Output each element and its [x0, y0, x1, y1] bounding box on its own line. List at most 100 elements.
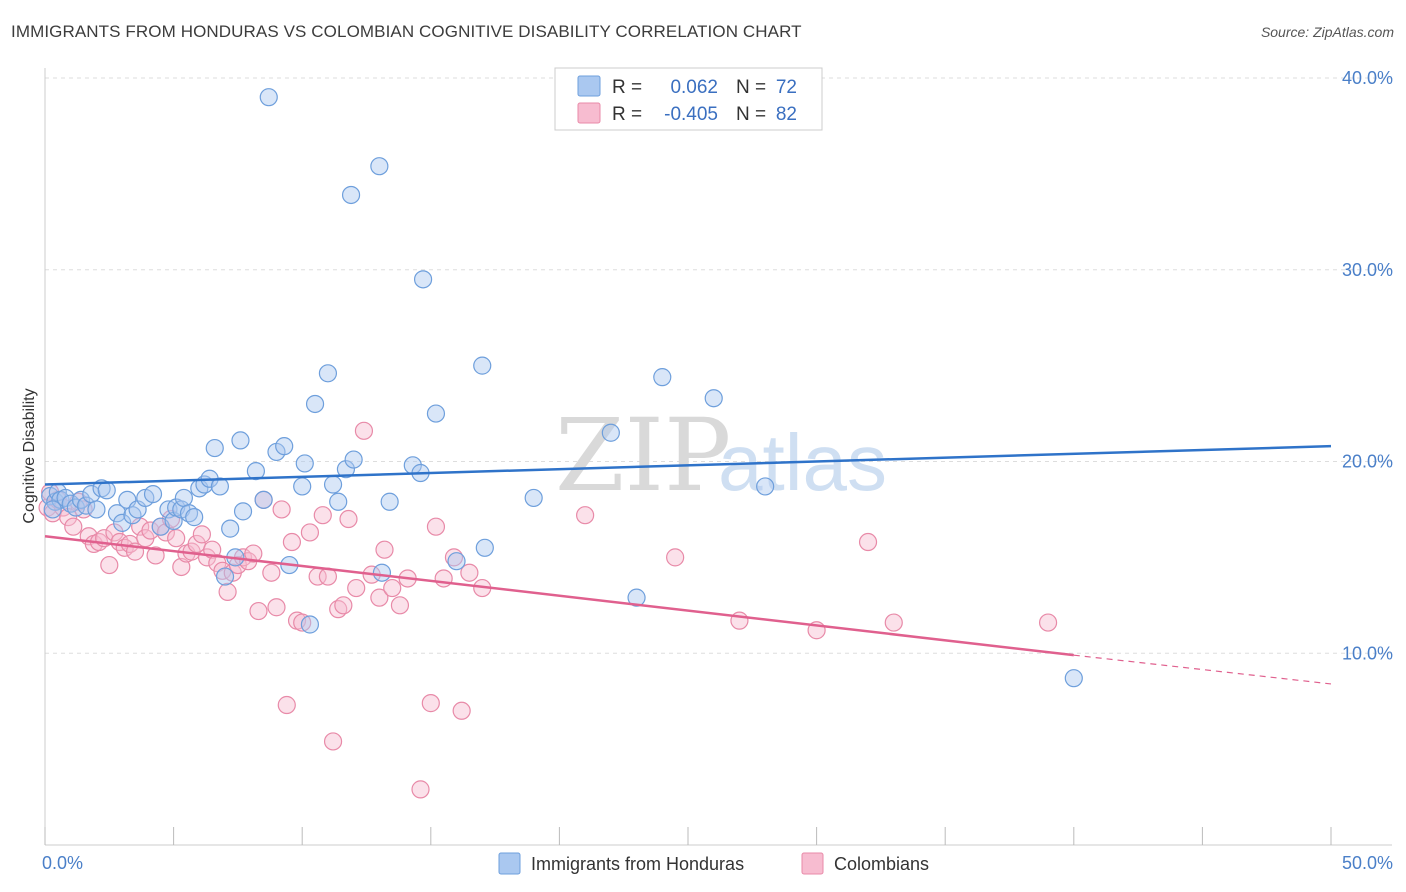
- colombians-point-41: [244, 544, 263, 563]
- honduras-point-70: [756, 477, 775, 496]
- honduras-point-64: [475, 538, 494, 557]
- colombians-point-58: [339, 509, 358, 529]
- legend-r-value-2: -0.405: [664, 104, 718, 125]
- colombians-trend-extension: [1073, 654, 1332, 685]
- series-legend: Immigrants from Honduras Colombians: [498, 852, 929, 875]
- colombians-point-69: [426, 517, 446, 536]
- y-tick-label-3: 30.0%: [1342, 260, 1393, 280]
- honduras-point-69: [704, 389, 723, 408]
- colombians-point-67: [411, 780, 430, 799]
- colombians-point-27: [172, 557, 191, 577]
- colombians-point-13: [100, 555, 119, 575]
- honduras-point-52: [336, 460, 356, 479]
- honduras-point-71: [1064, 669, 1083, 688]
- x-tick-max: 50.0%: [1342, 853, 1393, 873]
- colombians-point-75: [576, 506, 595, 525]
- colombians-point-81: [1038, 613, 1058, 632]
- colombians-point-76: [666, 548, 685, 567]
- honduras-point-34: [215, 567, 235, 586]
- colombians-point-14: [105, 523, 124, 542]
- honduras-point-51: [329, 492, 348, 511]
- colombians-point-22: [146, 546, 165, 565]
- source-label: Source: ZipAtlas.com: [1260, 24, 1394, 40]
- honduras-point-38: [233, 502, 253, 521]
- honduras-point-32: [205, 438, 224, 458]
- honduras-point-33: [210, 477, 229, 496]
- honduras-point-14: [107, 504, 127, 523]
- honduras-point-26: [174, 488, 193, 508]
- honduras-point-53: [344, 450, 363, 469]
- honduras-point-48: [305, 394, 325, 414]
- bottom-legend-swatch-colombians: [801, 852, 824, 875]
- colombians-point-80: [884, 613, 903, 632]
- chart-title: IMMIGRANTS FROM HONDURAS VS COLOMBIAN CO…: [11, 22, 802, 41]
- legend-n-value-2: 82: [776, 104, 797, 125]
- colombians-point-63: [375, 540, 394, 559]
- colombians-point-47: [277, 695, 296, 715]
- y-tick-label-4: 40.0%: [1342, 68, 1393, 88]
- honduras-point-11: [87, 500, 106, 519]
- honduras-point-40: [254, 490, 273, 509]
- honduras-point-13: [97, 481, 116, 500]
- honduras-point-28: [185, 508, 204, 527]
- honduras-point-8: [71, 490, 91, 509]
- honduras-point-39: [246, 461, 266, 481]
- honduras-point-66: [601, 423, 620, 442]
- legend-r-label-1: R =: [612, 77, 642, 98]
- y-tick-labels: 10.0% 20.0% 30.0% 40.0%: [1342, 68, 1393, 663]
- watermark-zip: ZIP: [555, 397, 731, 514]
- colombians-point-26: [167, 529, 186, 548]
- colombians-point-79: [858, 532, 878, 552]
- colombians-point-48: [282, 532, 302, 552]
- legend-swatch-colombians: [577, 102, 601, 124]
- legend-swatch-honduras: [577, 75, 601, 97]
- honduras-trend-line: [44, 444, 1332, 486]
- correlation-legend: R = 0.062 N = 72 R = -0.405 N = 82: [554, 67, 823, 131]
- bottom-legend-label-honduras: Immigrants from Honduras: [531, 854, 744, 874]
- honduras-point-63: [473, 356, 492, 375]
- bottom-legend-label-colombians: Colombians: [834, 854, 929, 874]
- honduras-point-41: [259, 88, 278, 107]
- honduras-point-62: [447, 552, 466, 571]
- y-tick-label-2: 20.0%: [1342, 452, 1393, 472]
- axes: [44, 68, 1392, 846]
- colombians-point-64: [383, 578, 402, 598]
- colombians-point-57: [334, 596, 353, 615]
- honduras-point-15: [113, 513, 132, 532]
- honduras-point-57: [380, 492, 399, 511]
- colombians-point-5: [59, 508, 78, 527]
- honduras-point-47: [300, 615, 320, 634]
- honduras-point-54: [341, 185, 361, 205]
- colombians-point-55: [323, 732, 343, 751]
- legend-n-value-1: 72: [776, 77, 797, 98]
- colombians-point-65: [390, 596, 410, 615]
- x-tick-min: 0.0%: [42, 853, 83, 873]
- honduras-point-60: [413, 270, 433, 289]
- bottom-legend-swatch-honduras: [498, 852, 521, 875]
- honduras-point-43: [275, 437, 294, 456]
- honduras-point-55: [370, 157, 389, 176]
- colombians-point-44: [262, 563, 281, 582]
- y-axis-label: Cognitive Disability: [21, 388, 38, 523]
- legend-n-label-1: N =: [736, 77, 766, 98]
- honduras-point-68: [653, 368, 672, 387]
- honduras-point-65: [524, 488, 543, 508]
- honduras-point-49: [318, 364, 338, 383]
- honduras-point-61: [426, 404, 446, 423]
- colombians-trend-line: [44, 535, 1074, 657]
- honduras-point-20: [143, 484, 163, 504]
- honduras-point-45: [293, 477, 312, 496]
- honduras-points: [41, 88, 1083, 688]
- honduras-point-67: [627, 588, 646, 607]
- legend-n-label-2: N =: [736, 104, 766, 125]
- honduras-point-17: [123, 506, 142, 525]
- honduras-point-35: [221, 519, 240, 538]
- honduras-point-9: [77, 496, 96, 515]
- colombians-point-36: [218, 582, 237, 601]
- colombians-point-59: [347, 578, 366, 598]
- colombians-points: [38, 421, 1058, 799]
- colombians-point-42: [249, 601, 268, 621]
- y-tick-label-1: 10.0%: [1342, 643, 1393, 663]
- colombians-point-46: [272, 500, 291, 519]
- colombians-point-70: [434, 569, 453, 588]
